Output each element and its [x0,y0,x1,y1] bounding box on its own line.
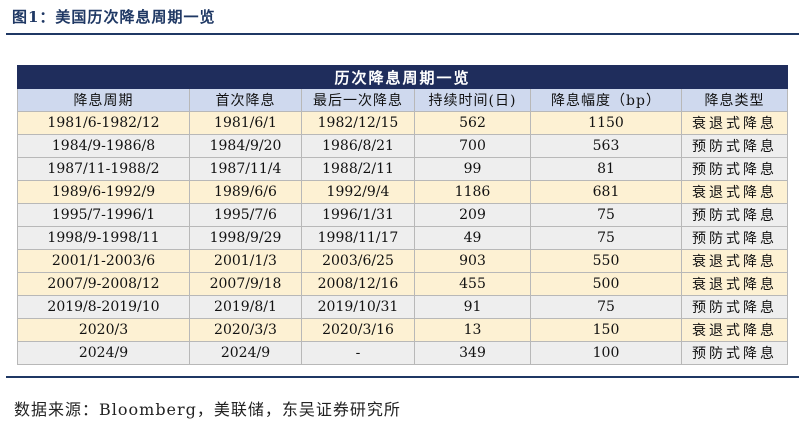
cell-duration: 209 [414,203,531,227]
cell-duration: 903 [414,249,531,273]
cell-magnitude: 75 [530,226,682,250]
cell-duration: 91 [414,295,531,319]
cell-first-cut: 1984/9/20 [189,134,302,158]
cell-last-cut: 2008/12/16 [301,272,415,296]
col-header-magnitude: 降息幅度（bp） [530,88,682,112]
cell-last-cut: 2020/3/16 [301,318,415,342]
cell-last-cut: 1988/2/11 [301,157,415,181]
cell-cycle: 2020/3 [17,318,190,342]
table-row: 2001/1-2003/6 2001/1/3 2003/6/25 903 550 衰退式降… [17,249,789,273]
cell-magnitude: 681 [530,180,682,204]
table-row: 1989/6-1992/9 1989/6/6 1992/9/4 1186 681 衰退式降… [17,180,789,204]
cell-type: 衰退式降息 [680,318,789,342]
cell-magnitude: 563 [530,134,682,158]
cell-duration: 49 [414,226,531,250]
table-row: 1984/9-1986/8 1984/9/20 1986/8/21 700 563 预防式… [17,134,789,158]
cell-magnitude: 75 [530,203,682,227]
col-header-first-cut: 首次降息 [189,88,302,112]
cell-first-cut: 1998/9/29 [189,226,302,250]
top-divider [6,33,799,35]
table-row: 2007/9-2008/12 2007/9/18 2008/12/16 455 500 衰… [17,272,789,296]
cell-cycle: 1981/6-1982/12 [17,111,190,135]
col-header-last-cut: 最后一次降息 [301,88,415,112]
cell-cycle: 1998/9-1998/11 [17,226,190,250]
source-note: 数据来源：Bloomberg，美联储，东吴证券研究所 [14,400,401,419]
cell-type: 预防式降息 [680,341,789,365]
table-row: 1995/7-1996/1 1995/7/6 1996/1/31 209 75 预防式降息 [17,203,789,227]
cell-duration: 13 [414,318,531,342]
cell-magnitude: 550 [530,249,682,273]
cell-duration: 349 [414,341,531,365]
table-row: 2019/8-2019/10 2019/8/1 2019/10/31 91 75 预防式降… [17,295,789,319]
cell-magnitude: 75 [530,295,682,319]
rate-cut-table: 历次降息周期一览 降息周期 首次降息 最后一次降息 持续时间(日) 降息幅度（b… [16,65,789,365]
table-row: 1998/9-1998/11 1998/9/29 1998/11/17 49 75 预防式… [17,226,789,250]
cell-last-cut: 1992/9/4 [301,180,415,204]
cell-magnitude: 100 [530,341,682,365]
cell-cycle: 1989/6-1992/9 [17,180,190,204]
cell-first-cut: 1995/7/6 [189,203,302,227]
cell-cycle: 1995/7-1996/1 [17,203,190,227]
cell-duration: 562 [414,111,531,135]
cell-duration: 700 [414,134,531,158]
cell-type: 预防式降息 [680,226,789,250]
table-row: 1981/6-1982/12 1981/6/1 1982/12/15 562 1150 衰… [17,111,789,135]
cell-magnitude: 500 [530,272,682,296]
cell-first-cut: 1987/11/4 [189,157,302,181]
cell-duration: 1186 [414,180,531,204]
cell-cycle: 2001/1-2003/6 [17,249,190,273]
cell-last-cut: 1986/8/21 [301,134,415,158]
cell-last-cut: 1996/1/31 [301,203,415,227]
cell-magnitude: 81 [530,157,682,181]
cell-duration: 99 [414,157,531,181]
cell-first-cut: 2019/8/1 [189,295,302,319]
cell-first-cut: 2007/9/18 [189,272,302,296]
cell-first-cut: 2024/9 [189,341,302,365]
cell-type: 衰退式降息 [680,272,789,296]
cell-type: 预防式降息 [680,157,789,181]
figure-title: 图1：美国历次降息周期一览 [12,8,216,26]
table-row: 2020/3 2020/3/3 2020/3/16 13 150 衰退式降息 [17,318,789,342]
table-row: 1987/11-1988/2 1987/11/4 1988/2/11 99 81 预防式降… [17,157,789,181]
cell-first-cut: 1989/6/6 [189,180,302,204]
cell-type: 衰退式降息 [680,249,789,273]
cell-first-cut: 2001/1/3 [189,249,302,273]
cell-magnitude: 150 [530,318,682,342]
cell-last-cut: - [301,341,415,365]
bottom-divider [6,376,799,378]
cell-last-cut: 2019/10/31 [301,295,415,319]
cell-cycle: 2024/9 [17,341,190,365]
cell-last-cut: 2003/6/25 [301,249,415,273]
cell-type: 预防式降息 [680,295,789,319]
table-banner-row: 历次降息周期一览 [16,65,789,89]
cell-cycle: 1987/11-1988/2 [17,157,190,181]
cell-cycle: 2007/9-2008/12 [17,272,190,296]
col-header-cycle: 降息周期 [17,88,190,112]
cell-type: 预防式降息 [680,203,789,227]
cell-type: 衰退式降息 [680,180,789,204]
table-header-row: 降息周期 首次降息 最后一次降息 持续时间(日) 降息幅度（bp） 降息类型 [17,88,789,112]
cell-last-cut: 1998/11/17 [301,226,415,250]
cell-first-cut: 2020/3/3 [189,318,302,342]
table-row: 2024/9 2024/9-349 100 预防式降息 [17,341,789,365]
cell-type: 衰退式降息 [680,111,789,135]
cell-last-cut: 1982/12/15 [301,111,415,135]
cell-type: 预防式降息 [680,134,789,158]
table-banner: 历次降息周期一览 [16,65,789,89]
cell-duration: 455 [414,272,531,296]
cell-cycle: 2019/8-2019/10 [17,295,190,319]
cell-cycle: 1984/9-1986/8 [17,134,190,158]
col-header-type: 降息类型 [680,88,789,112]
col-header-duration: 持续时间(日) [414,88,531,112]
cell-magnitude: 1150 [530,111,682,135]
cell-first-cut: 1981/6/1 [189,111,302,135]
